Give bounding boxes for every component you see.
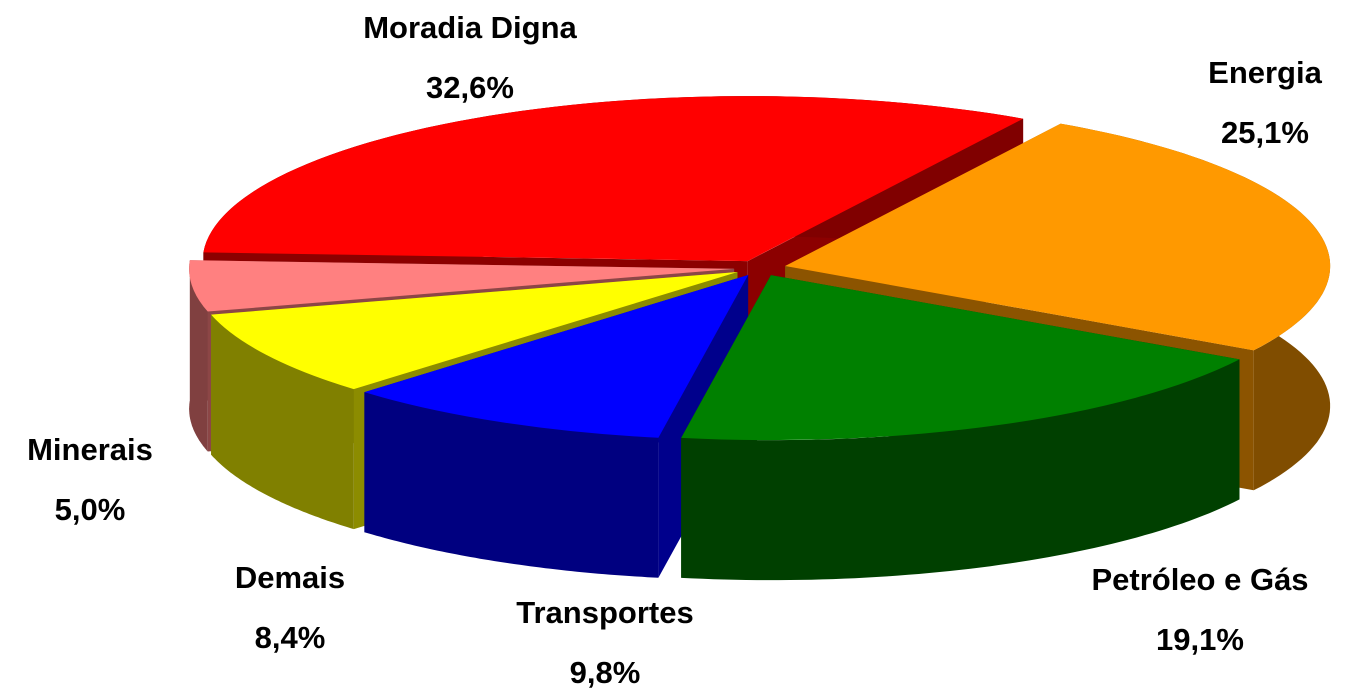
- slice-side: [681, 359, 1240, 581]
- slice: [211, 271, 738, 390]
- value-label: 5,0%: [55, 492, 126, 527]
- slice-side: [364, 392, 659, 578]
- slice-side: [211, 314, 354, 530]
- value-label: 8,4%: [255, 620, 326, 655]
- slice-label: Energia: [1208, 55, 1322, 90]
- value-label: 25,1%: [1221, 115, 1309, 150]
- value-label: 9,8%: [570, 655, 641, 690]
- slice-label: Demais: [235, 560, 345, 595]
- slice-label: Transportes: [516, 595, 693, 630]
- slice-label: Moradia Digna: [363, 10, 577, 45]
- slice-label: Minerais: [27, 432, 153, 467]
- slice: [785, 123, 1331, 351]
- value-label: 19,1%: [1156, 622, 1244, 657]
- slice: [364, 275, 749, 438]
- slice: [681, 275, 1240, 441]
- slice-side: [189, 260, 208, 452]
- slice: [189, 260, 735, 312]
- slice: [203, 96, 1024, 262]
- value-label: 32,6%: [426, 70, 514, 105]
- slice-label: Petróleo e Gás: [1091, 562, 1308, 597]
